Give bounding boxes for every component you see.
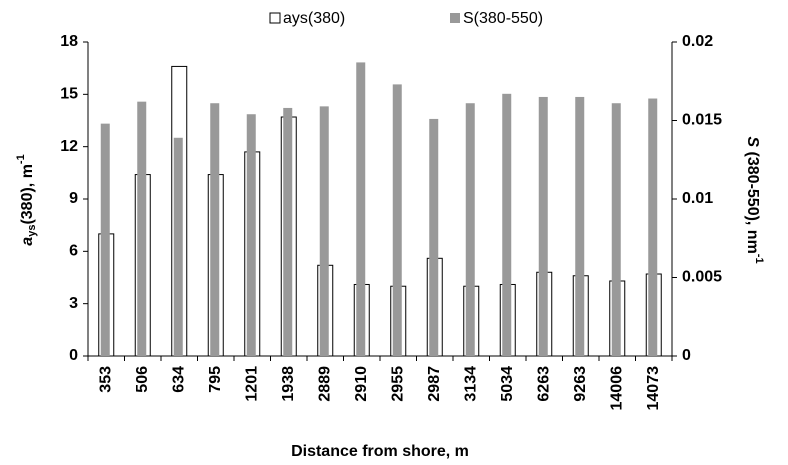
bar xyxy=(429,118,439,357)
bar xyxy=(246,114,256,356)
bar xyxy=(210,103,220,356)
y-tick-label: 0 xyxy=(69,347,78,364)
x-axis-label: Distance from shore, m xyxy=(291,443,469,460)
bar xyxy=(502,93,512,356)
legend-swatch xyxy=(450,13,460,23)
x-tick-label: 2955 xyxy=(389,366,406,402)
x-tick-label: 2910 xyxy=(353,366,370,402)
bar xyxy=(538,96,548,356)
y-tick-label: 6 xyxy=(69,243,78,260)
y2-tick-label: 0.015 xyxy=(682,112,722,129)
x-tick-label: 3134 xyxy=(462,366,479,402)
legend-label: S(380-550) xyxy=(463,10,543,27)
x-tick-label: 1938 xyxy=(280,366,297,402)
x-tick-label: 2889 xyxy=(316,366,333,402)
legend-label: ays(380) xyxy=(283,10,345,27)
x-tick-label: 506 xyxy=(134,366,151,393)
y-tick-label: 3 xyxy=(69,295,78,312)
bar xyxy=(173,137,183,356)
y2-tick-label: 0.005 xyxy=(682,269,722,286)
y-tick-label: 12 xyxy=(60,138,78,155)
y-axis-label: ays(380), m-1 xyxy=(15,154,38,245)
legend-swatch xyxy=(269,12,281,24)
bar xyxy=(356,62,366,356)
bar xyxy=(283,107,293,356)
x-tick-label: 634 xyxy=(170,366,187,393)
x-tick-label: 2987 xyxy=(426,366,443,402)
bar xyxy=(648,98,658,357)
bar xyxy=(611,103,621,356)
y2-tick-label: 0 xyxy=(682,347,691,364)
x-tick-label: 353 xyxy=(97,366,114,393)
bar xyxy=(465,103,475,356)
bar xyxy=(392,84,402,356)
y-tick-label: 15 xyxy=(60,86,78,103)
x-tick-label: 9263 xyxy=(572,366,589,402)
y2-tick-label: 0.02 xyxy=(682,33,713,50)
y-tick-label: 18 xyxy=(60,33,78,50)
y2-axis-label: S (380-550), nm-1 xyxy=(744,136,765,263)
x-tick-label: 14073 xyxy=(645,366,662,411)
bar xyxy=(137,101,147,356)
bar xyxy=(319,106,329,357)
x-tick-label: 6263 xyxy=(535,366,552,402)
y-tick-label: 9 xyxy=(69,190,78,207)
y2-tick-label: 0.01 xyxy=(682,190,713,207)
x-tick-label: 1201 xyxy=(243,366,260,402)
x-tick-label: 795 xyxy=(207,366,224,393)
x-tick-label: 14006 xyxy=(608,366,625,411)
bar xyxy=(575,96,585,356)
bar xyxy=(100,123,110,356)
x-tick-label: 5034 xyxy=(499,366,516,402)
